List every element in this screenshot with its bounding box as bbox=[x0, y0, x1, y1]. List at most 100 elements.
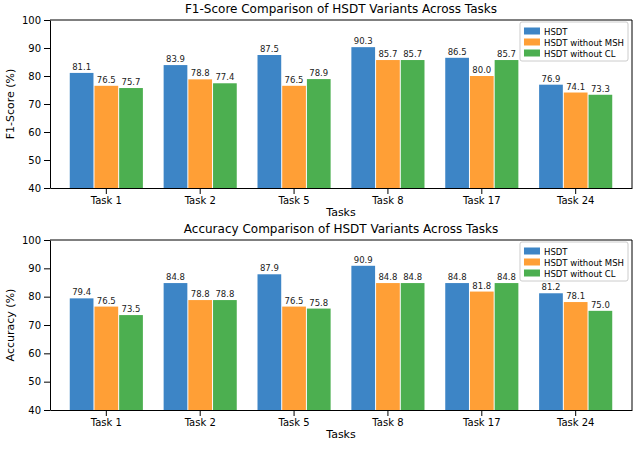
data-label: 87.9 bbox=[260, 263, 279, 273]
legend-swatch bbox=[524, 50, 540, 57]
bar bbox=[307, 309, 331, 410]
data-label: 75.0 bbox=[591, 300, 610, 310]
frame bbox=[50, 20, 632, 21]
legend-swatch bbox=[524, 39, 540, 46]
legend-frame bbox=[520, 242, 628, 281]
tick-mark bbox=[44, 353, 50, 354]
bars bbox=[70, 266, 612, 410]
legend-item: HSDT without MSH bbox=[524, 258, 624, 268]
tick-label: 80 bbox=[28, 291, 41, 302]
tick: 90 bbox=[28, 43, 50, 54]
bar bbox=[470, 76, 494, 188]
bar bbox=[282, 86, 306, 188]
tick-label: 40 bbox=[28, 405, 41, 416]
tick-mark bbox=[387, 188, 388, 194]
tick: 80 bbox=[28, 71, 50, 82]
legend-swatch bbox=[524, 28, 540, 35]
bar bbox=[213, 300, 237, 410]
tick-mark bbox=[44, 76, 50, 77]
tick: Task 24 bbox=[556, 188, 595, 206]
data-label: 78.9 bbox=[309, 68, 328, 78]
bar bbox=[94, 307, 118, 410]
bar bbox=[495, 60, 519, 188]
tick: 80 bbox=[28, 291, 50, 302]
bar bbox=[376, 60, 400, 188]
tick: 50 bbox=[28, 155, 50, 166]
tick: 100 bbox=[22, 235, 50, 246]
frame bbox=[632, 20, 633, 188]
chart: 79.484.887.990.984.881.276.578.876.584.8… bbox=[4, 222, 633, 441]
tick: 70 bbox=[28, 99, 50, 110]
legend-label: HSDT without CL bbox=[544, 269, 616, 279]
frame bbox=[50, 240, 632, 241]
data-label: 84.8 bbox=[403, 272, 422, 282]
data-label: 84.8 bbox=[448, 272, 467, 282]
bar bbox=[470, 292, 494, 410]
bar bbox=[164, 65, 188, 188]
tick-label: 60 bbox=[28, 348, 41, 359]
tick: Task 2 bbox=[184, 410, 216, 428]
legend-item: HSDT without MSH bbox=[524, 38, 624, 48]
bar bbox=[495, 283, 519, 410]
tick-mark bbox=[575, 188, 576, 194]
legend-label: HSDT without MSH bbox=[544, 258, 624, 268]
data-label: 90.9 bbox=[354, 255, 373, 265]
tick-mark bbox=[200, 410, 201, 416]
legend-label: HSDT without CL bbox=[544, 49, 616, 59]
frame bbox=[632, 240, 633, 410]
tick-label: Task 17 bbox=[462, 195, 501, 206]
tick-mark bbox=[294, 188, 295, 194]
data-label: 78.8 bbox=[215, 289, 234, 299]
data-label: 75.8 bbox=[309, 298, 328, 308]
bar bbox=[258, 55, 282, 188]
y-axis: 40 50 60 70 80 90 100 bbox=[22, 15, 51, 194]
tick-mark bbox=[44, 188, 50, 189]
tick: 100 bbox=[22, 15, 50, 26]
legend: HSDTHSDT without MSHHSDT without CL bbox=[520, 242, 628, 281]
data-label: 76.5 bbox=[97, 296, 116, 306]
bar bbox=[564, 93, 588, 188]
legend-swatch bbox=[524, 259, 540, 266]
x-axis-title: Tasks bbox=[325, 428, 356, 441]
tick-label: 100 bbox=[22, 15, 41, 26]
bar bbox=[376, 283, 400, 410]
data-labels: 81.183.987.590.386.576.976.578.876.585.7… bbox=[72, 36, 610, 94]
tick-label: 70 bbox=[28, 320, 41, 331]
data-label: 76.5 bbox=[97, 75, 116, 85]
tick: 60 bbox=[28, 127, 50, 138]
tick-mark bbox=[44, 268, 50, 269]
bar bbox=[258, 274, 282, 410]
bar bbox=[188, 300, 212, 410]
tick: 70 bbox=[28, 320, 50, 331]
tick-label: 40 bbox=[28, 183, 41, 194]
legend-label: HSDT bbox=[544, 27, 568, 37]
tick-label: Task 1 bbox=[90, 417, 122, 428]
bar bbox=[401, 60, 425, 188]
tick-label: 70 bbox=[28, 99, 41, 110]
tick-mark bbox=[481, 188, 482, 194]
bar bbox=[307, 79, 331, 188]
tick: Task 8 bbox=[371, 188, 403, 206]
data-label: 81.1 bbox=[72, 62, 91, 72]
bar bbox=[282, 307, 306, 410]
axis-line bbox=[51, 188, 633, 189]
tick-mark bbox=[575, 410, 576, 416]
data-label: 78.8 bbox=[191, 289, 210, 299]
tick-mark bbox=[44, 104, 50, 105]
tick-mark bbox=[44, 410, 50, 411]
data-label: 76.5 bbox=[285, 75, 304, 85]
legend-frame bbox=[520, 22, 628, 61]
data-label: 84.8 bbox=[166, 272, 185, 282]
tick-mark bbox=[44, 297, 50, 298]
bar bbox=[94, 86, 118, 188]
tick: 90 bbox=[28, 263, 50, 274]
data-label: 81.2 bbox=[542, 282, 561, 292]
data-label: 81.8 bbox=[472, 281, 491, 291]
bars bbox=[70, 47, 612, 188]
data-label: 76.9 bbox=[542, 74, 561, 84]
bar bbox=[401, 283, 425, 410]
legend-swatch bbox=[524, 270, 540, 277]
tick-mark bbox=[44, 382, 50, 383]
tick: Task 24 bbox=[556, 410, 595, 428]
tick-label: 90 bbox=[28, 43, 41, 54]
